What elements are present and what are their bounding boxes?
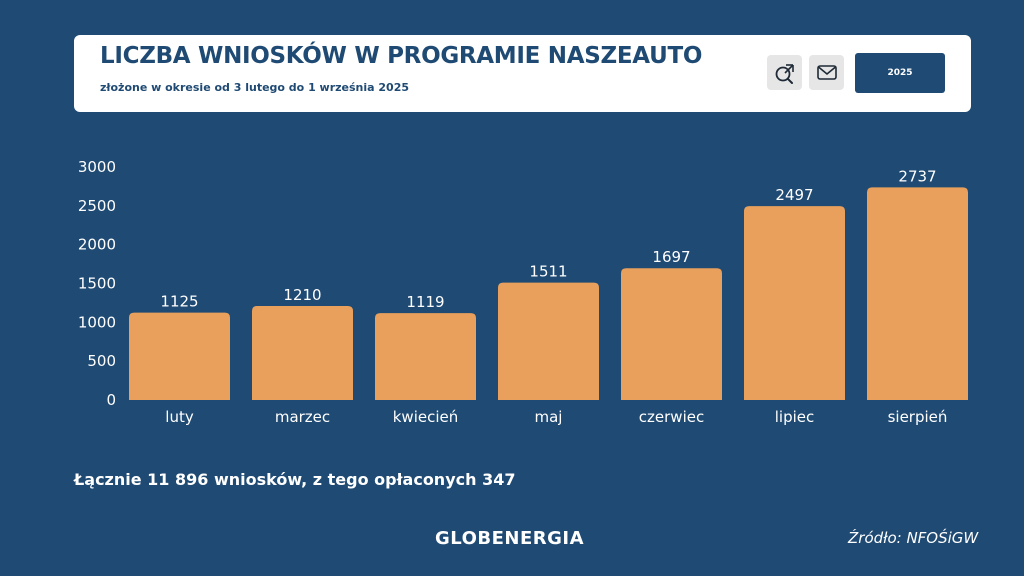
x-tick-label: kwiecień [393, 408, 459, 426]
header-card: LICZBA WNIOSKÓW W PROGRAMIE NASZEAUTO zł… [74, 35, 971, 112]
x-axis: luty marzec kwiecień maj czerwiec lipiec sierp… [165, 408, 947, 426]
x-tick-label: czerwiec [639, 408, 704, 426]
y-axis: 0 500 1000 1500 2000 2500 3000 [78, 158, 116, 409]
y-tick-label: 2000 [78, 236, 116, 254]
zoom-button[interactable] [767, 55, 802, 90]
data-label: 2737 [898, 167, 936, 185]
y-tick-label: 3000 [78, 158, 116, 176]
bar-lipiec [744, 206, 845, 400]
y-tick-label: 1500 [78, 275, 116, 293]
summary-text: Łącznie 11 896 wniosków, z tego opłacony… [74, 470, 516, 489]
data-label: 1511 [529, 263, 567, 281]
chart-subtitle: złożone w okresie od 3 lutego do 1 wrześ… [100, 81, 410, 94]
y-tick-label: 500 [87, 352, 116, 370]
bar-chart: 0 500 1000 1500 2000 2500 3000 1125 1210 1119 151… [78, 158, 968, 426]
x-tick-label: sierpień [888, 408, 948, 426]
chart-title: LICZBA WNIOSKÓW W PROGRAMIE NASZEAUTO [100, 43, 703, 69]
x-tick-label: luty [165, 408, 194, 426]
mail-button[interactable] [809, 55, 844, 90]
data-label: 1210 [283, 286, 321, 304]
bar-luty [129, 312, 230, 400]
x-tick-label: marzec [275, 408, 330, 426]
year-button[interactable]: 2025 [855, 53, 945, 93]
data-label: 1697 [652, 248, 690, 266]
y-tick-label: 2500 [78, 197, 116, 215]
y-tick-label: 1000 [78, 313, 116, 331]
x-tick-label: maj [535, 408, 563, 426]
bar-kwiecień [375, 313, 476, 400]
value-labels: 1125 1210 1119 1511 1697 2497 2737 [160, 167, 936, 311]
source-note: Źródło: NFOŚiGW [848, 529, 979, 547]
bars [129, 187, 968, 400]
bar-sierpień [867, 187, 968, 400]
search-zoom-icon [775, 63, 794, 84]
bar-czerwiec [621, 268, 722, 400]
x-tick-label: lipiec [775, 408, 815, 426]
globenergia-logo: GLOBENERGIA [435, 528, 585, 549]
data-label: 1119 [406, 293, 444, 311]
data-label: 2497 [775, 186, 813, 204]
bar-maj [498, 282, 599, 400]
mail-icon [816, 64, 837, 80]
data-label: 1125 [160, 293, 198, 311]
y-tick-label: 0 [106, 391, 116, 409]
bar-marzec [252, 306, 353, 400]
